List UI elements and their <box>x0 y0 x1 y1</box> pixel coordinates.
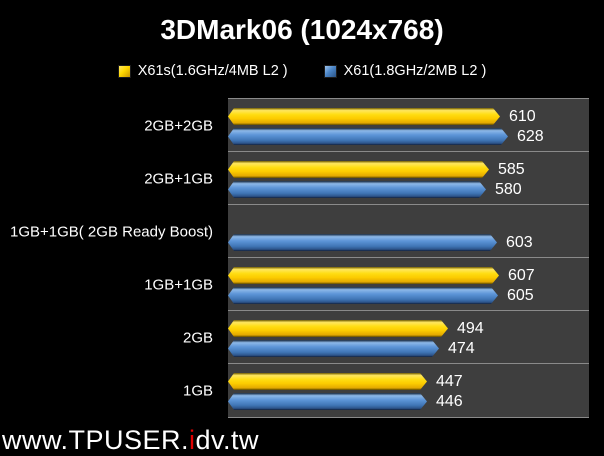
bar-x61 <box>228 287 498 304</box>
chart-title: 3DMark06 (1024x768) <box>160 14 444 45</box>
legend-label-x61: X61(1.8GHz/2MB L2 ) <box>343 63 487 79</box>
chart-band: 1GB 447 446 <box>0 364 604 417</box>
bar-row: 494 <box>228 320 604 337</box>
value-label: 603 <box>506 234 533 251</box>
bar-row: 474 <box>228 340 604 357</box>
bar-x61s <box>228 108 500 125</box>
watermark-highlight: i <box>189 425 196 455</box>
bar-row: 603 <box>228 234 604 251</box>
value-label: 494 <box>457 320 484 337</box>
value-label: 474 <box>448 340 475 357</box>
value-label: 610 <box>509 108 536 125</box>
value-label: 607 <box>508 267 535 284</box>
bar-x61 <box>228 128 508 145</box>
category-label: 1GB <box>182 382 213 399</box>
bar-row: 447 <box>228 373 604 390</box>
value-label: 446 <box>436 393 463 410</box>
legend-item-x61s: X61s(1.6GHz/4MB L2 ) <box>117 63 288 79</box>
legend-swatch-blue-icon <box>323 64 337 78</box>
bar-row: 446 <box>228 393 604 410</box>
bar-x61 <box>228 393 427 410</box>
bar-row: 607 <box>228 267 604 284</box>
category-label: 1GB+1GB <box>144 276 213 293</box>
chart-band: 1GB+1GB 607 605 <box>0 258 604 311</box>
watermark: www.TPUSER.idv.tw <box>2 425 259 456</box>
watermark-suffix: dv.tw <box>195 425 260 455</box>
value-label: 628 <box>517 128 544 145</box>
bar-x61 <box>228 234 497 251</box>
chart-band: 2GB 494 474 <box>0 311 604 364</box>
bar-row: 628 <box>228 128 604 145</box>
bar-row: 585 <box>228 161 604 178</box>
bar-row: 610 <box>228 108 604 125</box>
bar-row: 580 <box>228 181 604 198</box>
bar-x61s <box>228 161 489 178</box>
category-label: 2GB <box>182 329 213 346</box>
bar-row: 605 <box>228 287 604 304</box>
bar-x61 <box>228 181 486 198</box>
category-label: 1GB+1GB( 2GB Ready Boost) <box>9 223 213 240</box>
category-label: 2GB+2GB <box>144 117 213 134</box>
plot-region: 2GB+2GB 610 628 2GB+1GB 585 580 1GB+1GB( 2GB R… <box>0 98 604 418</box>
legend-label-x61s: X61s(1.6GHz/4MB L2 ) <box>137 63 288 79</box>
legend: X61s(1.6GHz/4MB L2 ) X61(1.8GHz/2MB L2 ) <box>0 61 604 81</box>
value-label: 447 <box>436 373 463 390</box>
category-label: 2GB+1GB <box>144 170 213 187</box>
legend-item-x61: X61(1.8GHz/2MB L2 ) <box>323 63 487 79</box>
bar-x61 <box>228 340 439 357</box>
value-label: 580 <box>495 181 522 198</box>
chart-bands: 2GB+2GB 610 628 2GB+1GB 585 580 1GB+1GB( 2GB R… <box>0 99 604 417</box>
legend-swatch-yellow-icon <box>117 64 131 78</box>
chart-band: 1GB+1GB( 2GB Ready Boost) 603 <box>0 205 604 258</box>
value-label: 605 <box>507 287 534 304</box>
bar-x61s <box>228 267 499 284</box>
watermark-prefix: www.TPUSER. <box>2 425 190 455</box>
bar-x61s <box>228 373 427 390</box>
value-label: 585 <box>498 161 525 178</box>
chart-band: 2GB+2GB 610 628 <box>0 99 604 152</box>
chart-band: 2GB+1GB 585 580 <box>0 152 604 205</box>
bar-x61s <box>228 320 448 337</box>
